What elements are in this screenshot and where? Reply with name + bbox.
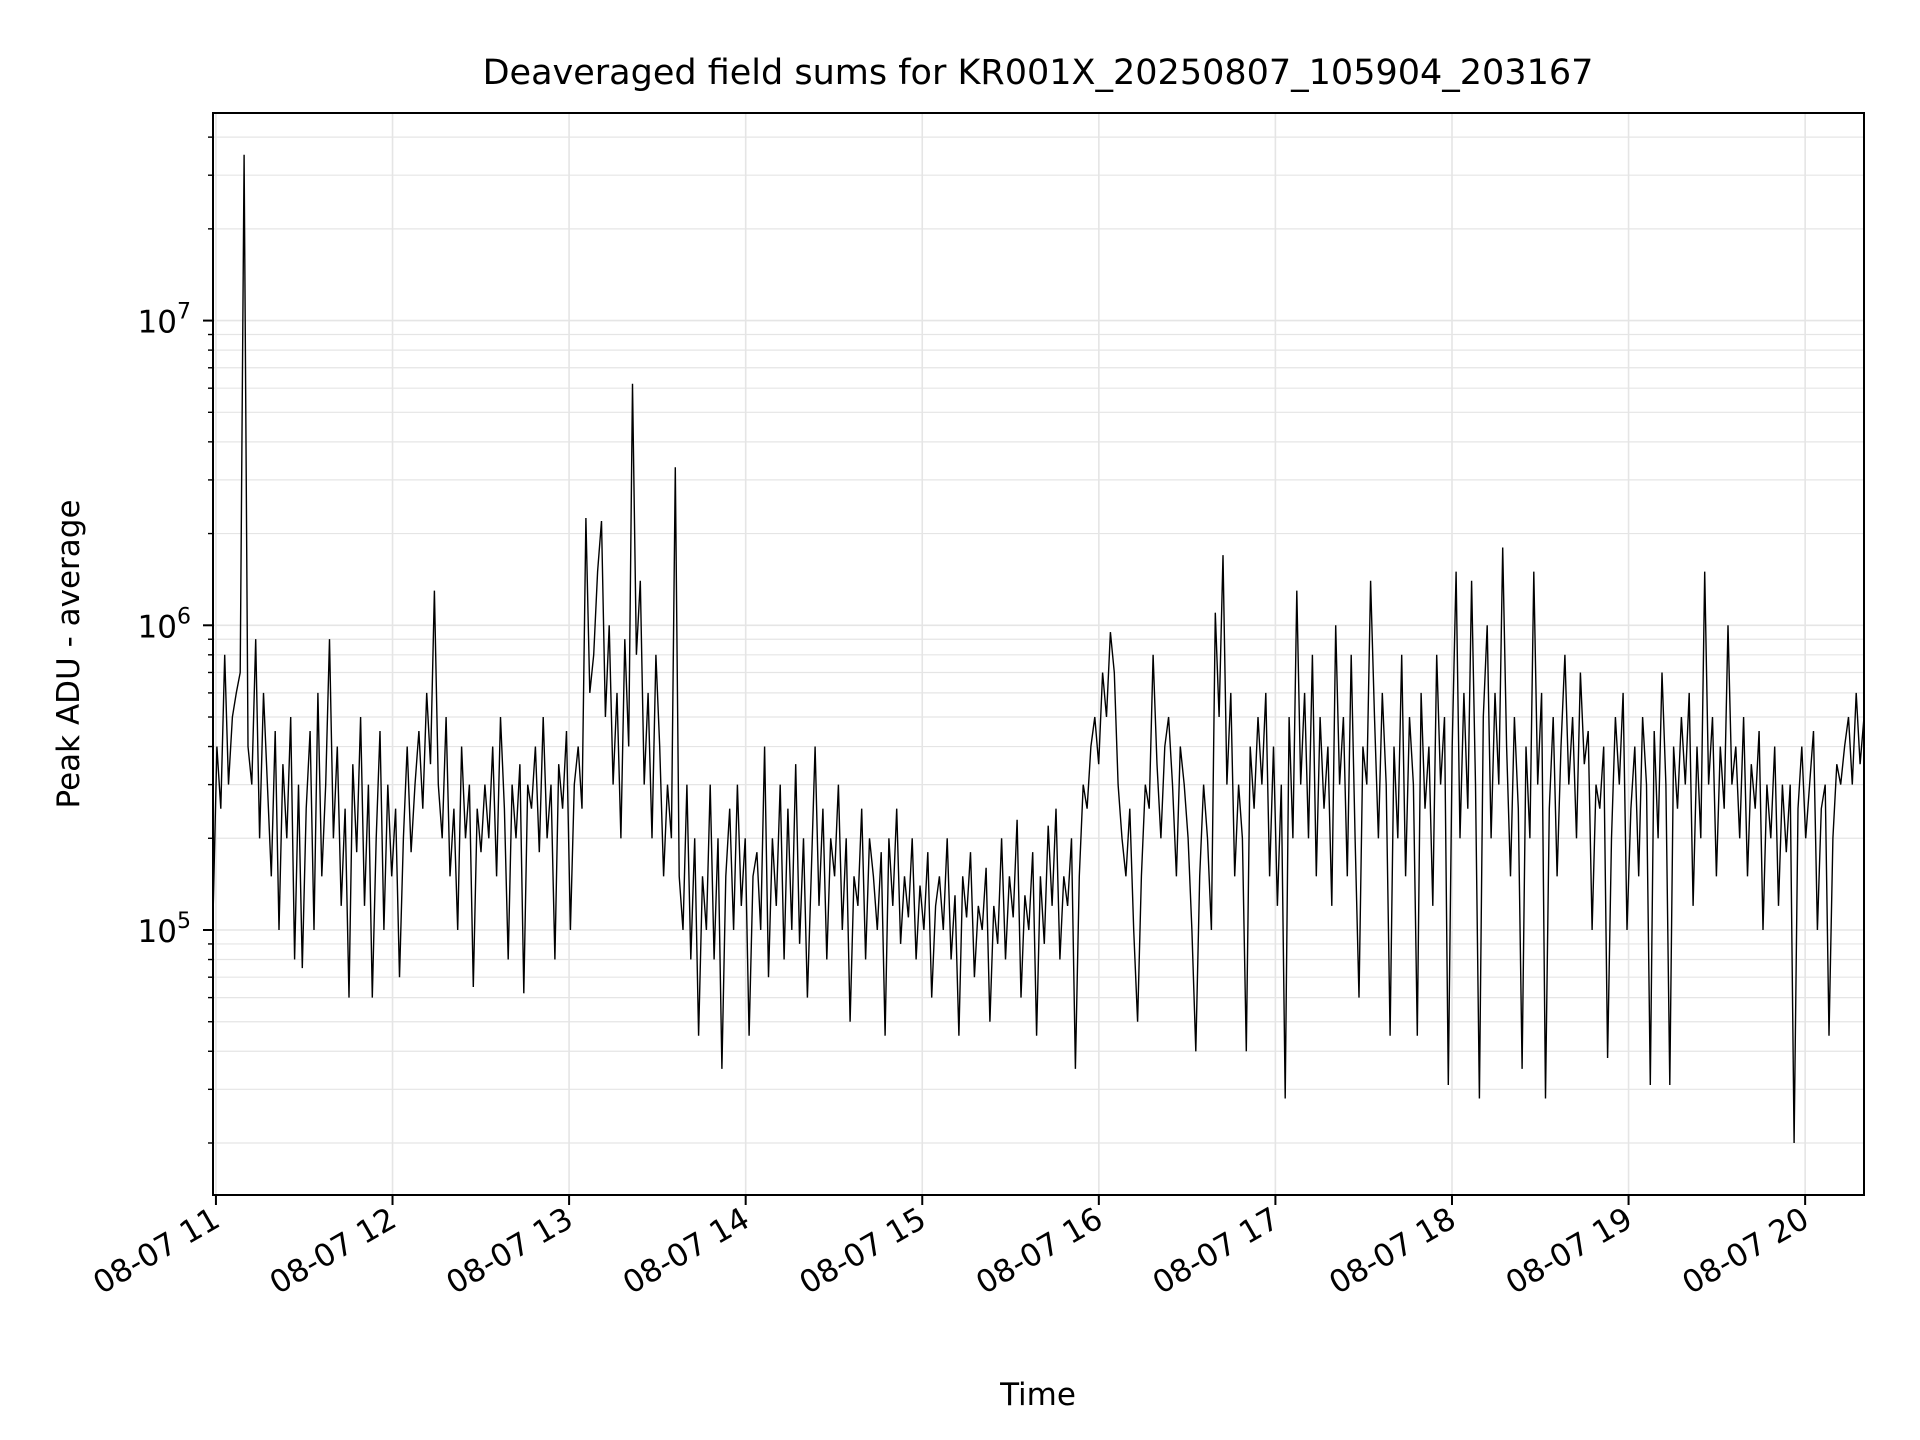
x-tick-label: 08-07 18 — [1323, 1201, 1462, 1302]
y-tick-label: 107 — [138, 300, 191, 341]
series-line — [212, 154, 1865, 1144]
y-axis-ticks: 105 106 107 — [138, 136, 213, 1144]
data-series — [212, 154, 1865, 1144]
x-tick-label: 08-07 19 — [1500, 1201, 1639, 1302]
plot-frame — [212, 112, 1865, 1196]
x-tick-label: 08-07 14 — [617, 1201, 756, 1302]
grid-lines — [213, 113, 1864, 1195]
x-axis-label: Time — [999, 1377, 1076, 1413]
y-tick-label: 105 — [138, 909, 191, 950]
x-tick-label: 08-07 13 — [440, 1201, 579, 1302]
x-tick-label: 08-07 16 — [970, 1201, 1109, 1302]
x-tick-label: 08-07 12 — [264, 1201, 403, 1302]
y-tick-label: 106 — [138, 604, 191, 645]
x-axis-ticks: 08-07 11 08-07 12 08-07 13 08-07 14 08-07 15… — [87, 1195, 1815, 1302]
y-axis-label: Peak ADU - average — [51, 499, 87, 808]
chart-title: Deaveraged field sums for KR001X_2025080… — [483, 53, 1594, 93]
x-tick-label: 08-07 17 — [1147, 1201, 1286, 1302]
x-tick-label: 08-07 20 — [1676, 1201, 1815, 1302]
x-tick-label: 08-07 11 — [87, 1201, 226, 1302]
x-tick-label: 08-07 15 — [794, 1201, 933, 1302]
